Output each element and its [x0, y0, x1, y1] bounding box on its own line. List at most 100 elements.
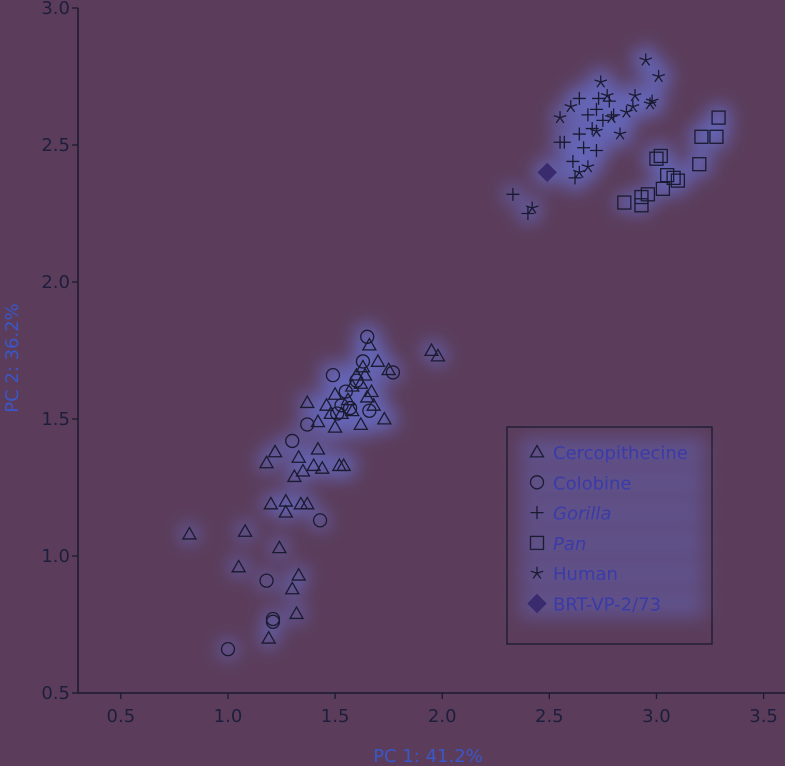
point-colobine: [355, 354, 371, 369]
point-cercopithecine: [267, 444, 283, 458]
legend-label-pan: Pan: [553, 534, 586, 555]
point-cercopithecine: [318, 397, 335, 411]
y-tick-label: 1.0: [41, 546, 70, 567]
point-cercopithecine: [271, 539, 288, 554]
point-pan: [617, 195, 632, 210]
point-colobine: [338, 384, 353, 399]
point-human: [590, 124, 603, 137]
legend-marker-cercopithecine: [529, 444, 545, 458]
point-pan: [670, 173, 686, 188]
point-pan: [640, 187, 656, 202]
legend-marker-pan: [529, 535, 545, 551]
data-points: [181, 53, 726, 657]
point-cercopithecine: [430, 348, 446, 362]
point-colobine: [300, 417, 315, 432]
x-tick-label: 3.0: [642, 706, 671, 727]
point-human: [525, 201, 539, 214]
point-cercopithecine: [306, 457, 322, 472]
point-cercopithecine: [357, 367, 373, 381]
x-tick-label: 2.5: [535, 706, 564, 727]
point-gorilla: [607, 108, 621, 122]
point-colobine: [385, 365, 401, 380]
y-axis-title: PC 2: 36.2%: [2, 303, 23, 413]
point-human: [572, 165, 586, 179]
marker-glow: [686, 151, 713, 178]
point-cercopithecine: [314, 460, 330, 474]
point-colobine: [330, 406, 345, 421]
point-pan: [666, 170, 681, 186]
point-human: [639, 53, 653, 66]
legend-glow: [520, 589, 705, 618]
x-tick-label: 1.0: [214, 706, 243, 727]
point-human: [594, 75, 608, 88]
legend-label-colobine: Colobine: [553, 473, 632, 494]
point-human: [605, 111, 618, 124]
point-human: [553, 111, 567, 124]
point-cercopithecine: [327, 419, 343, 433]
point-human: [645, 94, 659, 107]
x-axis-ticks: 0.5 1.0 1.5 2.0 2.5 3.0 3.5: [107, 693, 778, 727]
point-cercopithecine: [299, 496, 315, 510]
point-cercopithecine: [363, 383, 380, 398]
point-cercopithecine: [258, 455, 275, 469]
legend-glow: [520, 498, 705, 527]
point-cercopithecine: [353, 375, 369, 389]
point-cercopithecine: [310, 441, 326, 455]
point-pan: [692, 157, 707, 172]
legend-label-brt-vp-2-73: BRT-VP-2/73: [553, 595, 661, 616]
point-pan: [711, 110, 726, 125]
y-tick-label: 1.5: [41, 409, 70, 430]
point-cercopithecine: [295, 463, 311, 477]
point-gorilla: [572, 127, 586, 141]
point-gorilla: [602, 94, 616, 108]
point-gorilla: [572, 91, 586, 105]
point-cercopithecine: [353, 416, 369, 431]
point-cercopithecine: [376, 411, 392, 425]
point-gorilla: [592, 91, 606, 105]
point-cercopithecine: [288, 605, 305, 620]
point-gorilla: [589, 143, 603, 157]
point-colobine: [342, 400, 358, 416]
y-tick-label: 2.0: [41, 272, 70, 293]
legend-glow: [520, 438, 705, 466]
y-tick-label: 2.5: [41, 135, 70, 156]
y-tick-label: 3.0: [41, 0, 70, 19]
point-colobine: [360, 329, 375, 344]
legend-glow: [520, 468, 705, 497]
point-brt-vp-2-73: [537, 162, 557, 183]
y-axis-ticks: 0.5 1.0 1.5 2.0 2.5 3.0: [41, 0, 78, 704]
point-pan: [655, 181, 671, 196]
point-cercopithecine: [323, 405, 339, 420]
legend-frame: [506, 426, 713, 645]
y-tick-label: 0.5: [41, 683, 70, 704]
point-colobine: [325, 368, 341, 383]
point-cercopithecine: [237, 523, 253, 537]
x-axis-title: PC 1: 41.2%: [373, 746, 483, 766]
marker-glow: [354, 323, 381, 350]
point-colobine: [312, 513, 328, 528]
point-colobine: [265, 611, 281, 627]
x-tick-label: 1.5: [321, 706, 350, 727]
point-gorilla: [589, 102, 603, 116]
marker-glow: [705, 104, 732, 131]
legend-label-cercopithecine: Cercopithecine: [553, 443, 688, 464]
point-cercopithecine: [278, 504, 294, 518]
legend: Cercopithecine Colobine Gorilla Pan Human BRT…: [506, 426, 713, 645]
point-cercopithecine: [423, 342, 440, 357]
x-tick-label: 2.0: [428, 706, 457, 727]
point-gorilla: [581, 108, 595, 122]
legend-marker-human: [530, 566, 544, 579]
point-cercopithecine: [381, 361, 397, 376]
point-cercopithecine: [361, 337, 377, 351]
point-human: [600, 89, 614, 102]
point-cercopithecine: [261, 630, 277, 644]
point-pan: [694, 129, 709, 144]
legend-label-gorilla: Gorilla: [553, 504, 611, 525]
x-tick-label: 3.5: [749, 706, 778, 727]
point-cercopithecine: [299, 394, 315, 409]
point-cercopithecine: [344, 402, 360, 417]
legend-marker-gorilla: [530, 506, 544, 520]
point-cercopithecine: [327, 386, 343, 400]
point-cercopithecine: [336, 457, 352, 472]
